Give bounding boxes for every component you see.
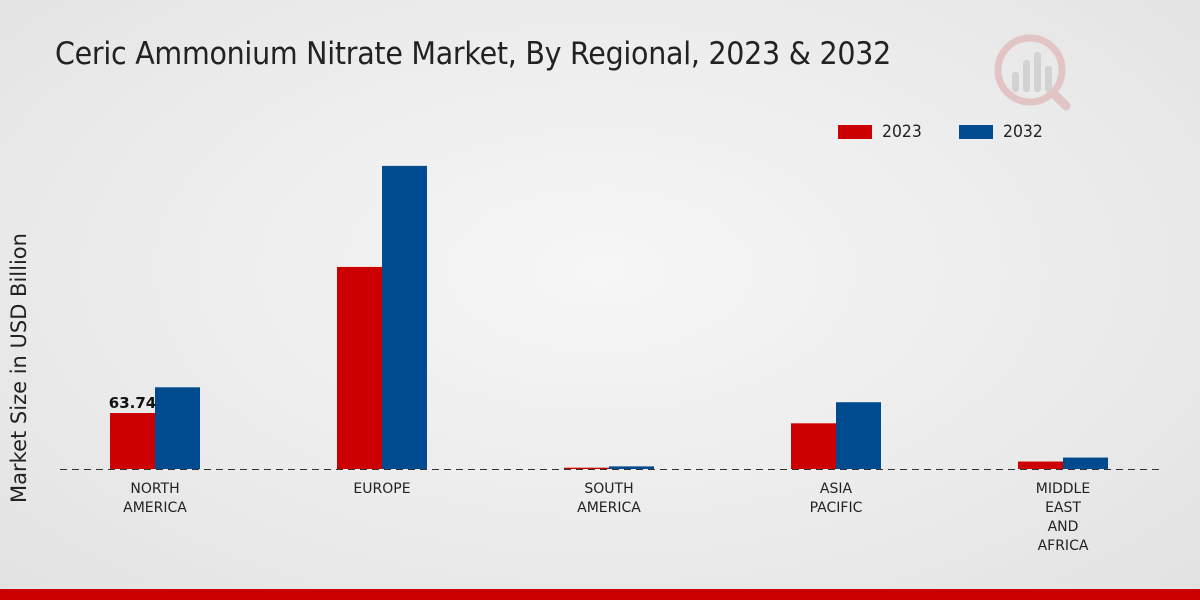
y-axis-label: Market Size in USD Billion bbox=[7, 233, 31, 503]
chart-legend: 2023 2032 bbox=[838, 122, 1047, 142]
legend-swatch-2032 bbox=[959, 125, 994, 139]
bar-2023-south-america bbox=[564, 467, 609, 469]
bar-2023-europe bbox=[337, 266, 382, 469]
legend-label-2032: 2032 bbox=[1003, 122, 1044, 142]
data-label: 63.74 bbox=[109, 394, 156, 412]
legend-swatch-2023 bbox=[838, 125, 872, 139]
legend-item-2032: 2032 bbox=[959, 122, 1046, 142]
bar-2023-asia-pacific bbox=[791, 423, 836, 469]
x-tick-label: ASIA PACIFIC bbox=[810, 481, 863, 516]
bar-2032-north-america bbox=[155, 387, 200, 469]
brand-logo-icon bbox=[994, 34, 1071, 111]
x-tick-label: MIDDLE EAST AND AFRICA bbox=[1036, 481, 1090, 554]
x-tick-labels: NORTH AMERICA EUROPE SOUTH AMERICA ASIA PACIFI… bbox=[123, 481, 1090, 554]
data-labels: 63.74 bbox=[109, 394, 156, 412]
bar-2023-middle-east-and-africa bbox=[1018, 461, 1063, 469]
footer-bar bbox=[0, 589, 1200, 600]
bar-2032-south-america bbox=[609, 466, 654, 469]
x-tick-label: SOUTH AMERICA bbox=[577, 481, 641, 516]
chart-title: Ceric Ammonium Nitrate Market, By Region… bbox=[55, 36, 891, 72]
x-tick-label: EUROPE bbox=[353, 481, 410, 497]
legend-item-2023: 2023 bbox=[838, 122, 925, 142]
legend-label-2023: 2023 bbox=[882, 122, 922, 142]
x-tick-label: NORTH AMERICA bbox=[123, 481, 187, 516]
bars-group bbox=[110, 165, 1108, 469]
bar-2032-europe bbox=[382, 165, 427, 469]
bar-2032-asia-pacific bbox=[836, 402, 881, 469]
bar-2032-middle-east-and-africa bbox=[1063, 457, 1108, 469]
bar-2023-north-america bbox=[110, 412, 155, 469]
